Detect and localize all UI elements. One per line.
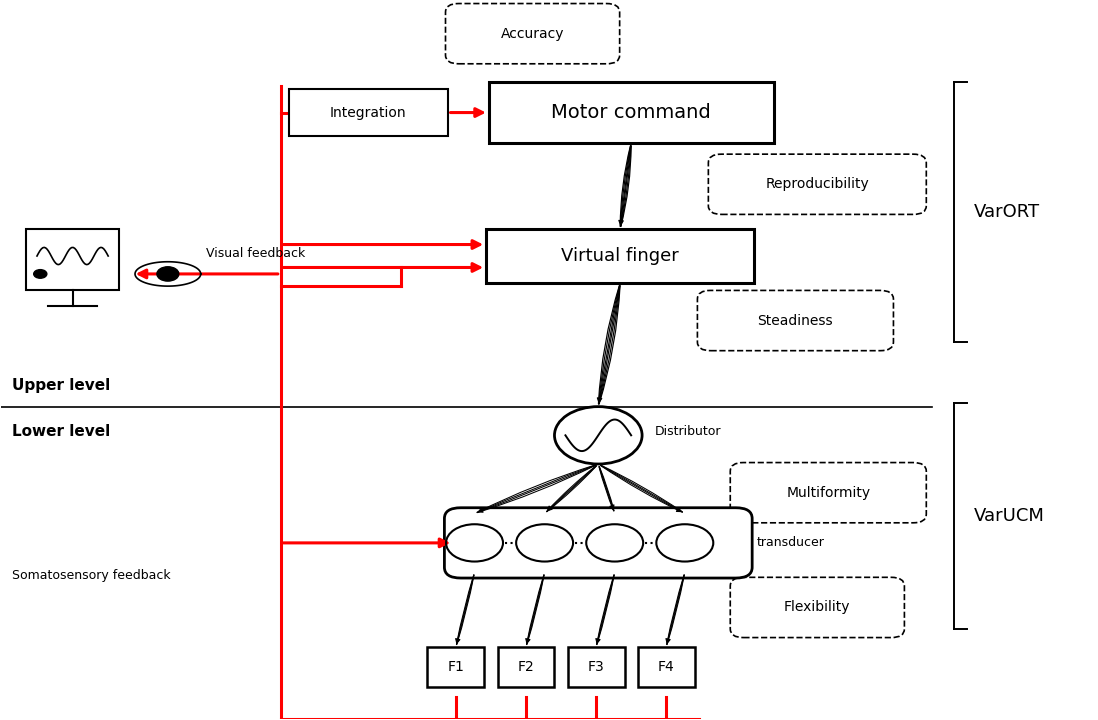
FancyBboxPatch shape <box>289 89 448 136</box>
Circle shape <box>34 269 47 278</box>
FancyBboxPatch shape <box>445 508 752 578</box>
FancyBboxPatch shape <box>730 462 927 523</box>
Text: F4: F4 <box>658 660 674 674</box>
Text: Lower level: Lower level <box>12 424 111 439</box>
Text: Flexibility: Flexibility <box>784 600 851 614</box>
FancyBboxPatch shape <box>427 647 484 687</box>
FancyBboxPatch shape <box>446 4 619 64</box>
Text: Multiformity: Multiformity <box>786 486 871 500</box>
Text: F3: F3 <box>587 660 605 674</box>
Text: transducer: transducer <box>757 536 825 549</box>
Text: Steadiness: Steadiness <box>758 313 833 328</box>
FancyBboxPatch shape <box>568 647 625 687</box>
FancyBboxPatch shape <box>697 290 894 351</box>
FancyBboxPatch shape <box>486 229 754 283</box>
FancyBboxPatch shape <box>489 82 773 143</box>
Text: Somatosensory feedback: Somatosensory feedback <box>12 569 171 582</box>
Text: Reproducibility: Reproducibility <box>765 177 870 192</box>
Text: Distributor: Distributor <box>656 426 721 438</box>
FancyBboxPatch shape <box>26 229 119 290</box>
Text: Integration: Integration <box>330 106 406 120</box>
Text: Accuracy: Accuracy <box>501 27 564 40</box>
Text: F1: F1 <box>448 660 464 674</box>
Text: VarUCM: VarUCM <box>974 507 1045 525</box>
Text: VarORT: VarORT <box>974 203 1040 221</box>
Text: Motor command: Motor command <box>551 103 712 122</box>
Text: Virtual finger: Virtual finger <box>561 247 679 265</box>
Text: Visual feedback: Visual feedback <box>206 248 305 261</box>
FancyBboxPatch shape <box>638 647 695 687</box>
Text: Upper level: Upper level <box>12 377 111 392</box>
Circle shape <box>157 267 179 281</box>
FancyBboxPatch shape <box>730 577 905 638</box>
Text: F2: F2 <box>517 660 535 674</box>
FancyBboxPatch shape <box>708 154 927 215</box>
FancyBboxPatch shape <box>497 647 554 687</box>
